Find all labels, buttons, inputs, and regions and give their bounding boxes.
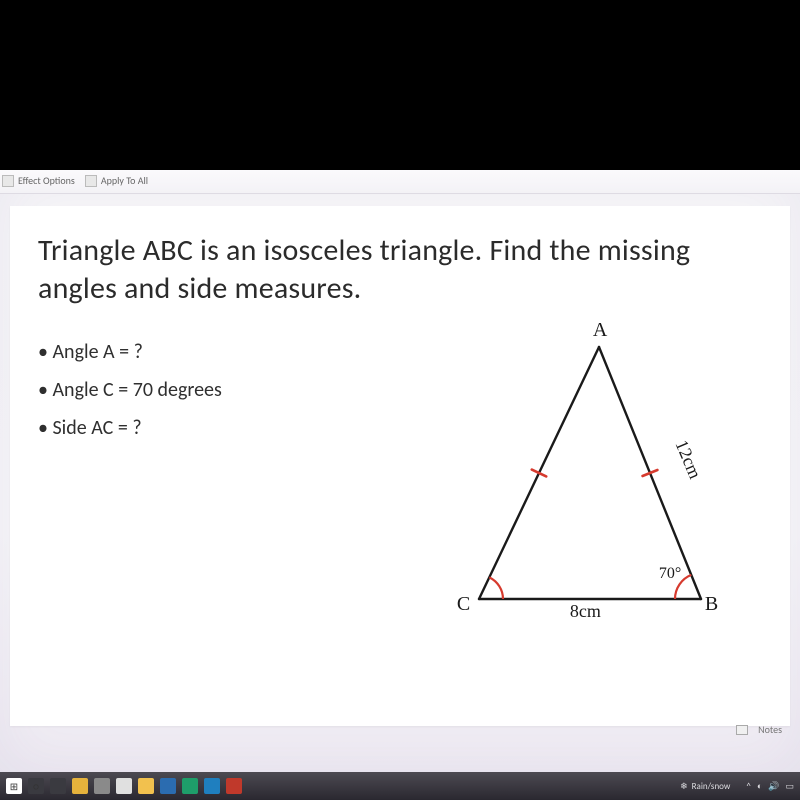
weather-icon: ❄ — [680, 781, 688, 792]
weather-widget[interactable]: ❄ Rain/snow — [680, 781, 730, 792]
slide-title: Triangle ABC is an isosceles triangle. F… — [38, 232, 762, 307]
taskbar-app-icon[interactable] — [182, 778, 198, 794]
taskbar-app-icon[interactable] — [94, 778, 110, 794]
taskbar-icons: ⊞○ — [6, 778, 242, 794]
sound-icon: 🔊 — [768, 781, 779, 792]
apply-all-label: Apply To All — [101, 174, 148, 187]
apply-all-icon — [85, 175, 97, 187]
windows-taskbar: ⊞○ ❄ Rain/snow ^ ◐ 🔊 ▭ — [0, 772, 800, 800]
taskbar-sys-icon[interactable] — [50, 778, 66, 794]
bullet-angle-c: Angle C = 70 degrees — [38, 371, 409, 409]
taskbar-app-icon[interactable] — [138, 778, 154, 794]
taskbar-app-icon[interactable] — [226, 778, 242, 794]
status-bar-right: Notes — [728, 717, 790, 742]
side-label-cb: 8cm — [570, 601, 601, 622]
taskbar-app-icon[interactable] — [72, 778, 88, 794]
taskbar-sys-icon[interactable]: ⊞ — [6, 778, 22, 794]
taskbar-app-icon[interactable] — [116, 778, 132, 794]
apply-to-all-button[interactable]: Apply To All — [85, 174, 148, 187]
powerpoint-ribbon: Effect Options Apply To All — [0, 170, 800, 194]
bullet-angle-a: Angle A = ? — [38, 333, 409, 371]
effect-options-button[interactable]: Effect Options — [2, 174, 75, 187]
slide-content: Angle A = ? Angle C = 70 degrees Side AC… — [38, 329, 762, 659]
taskbar-app-icon[interactable] — [160, 778, 176, 794]
photo-frame: Effect Options Apply To All Triangle ABC… — [0, 0, 800, 800]
notes-label[interactable]: Notes — [758, 723, 782, 736]
vertex-label-b: B — [705, 593, 718, 616]
chevron-up-icon: ^ — [746, 781, 750, 792]
weather-label: Rain/snow — [692, 781, 731, 792]
system-tray[interactable]: ^ ◐ 🔊 ▭ — [746, 781, 794, 792]
battery-icon: ▭ — [785, 781, 794, 792]
angle-label-b: 70° — [659, 565, 681, 583]
notes-icon — [736, 725, 748, 735]
taskbar-app-icon[interactable] — [204, 778, 220, 794]
network-icon: ◐ — [757, 781, 762, 792]
effect-options-label: Effect Options — [18, 174, 75, 187]
effect-options-icon — [2, 175, 14, 187]
vertex-label-a: A — [593, 319, 607, 342]
bullet-side-ac: Side AC = ? — [38, 409, 409, 447]
slide-canvas: Triangle ABC is an isosceles triangle. F… — [10, 206, 790, 726]
triangle-figure: A B C 12cm 8cm 70° — [409, 329, 762, 659]
bullet-list: Angle A = ? Angle C = 70 degrees Side AC… — [38, 329, 409, 659]
laptop-screen: Effect Options Apply To All Triangle ABC… — [0, 170, 800, 772]
taskbar-sys-icon[interactable]: ○ — [28, 778, 44, 794]
vertex-label-c: C — [457, 593, 470, 616]
